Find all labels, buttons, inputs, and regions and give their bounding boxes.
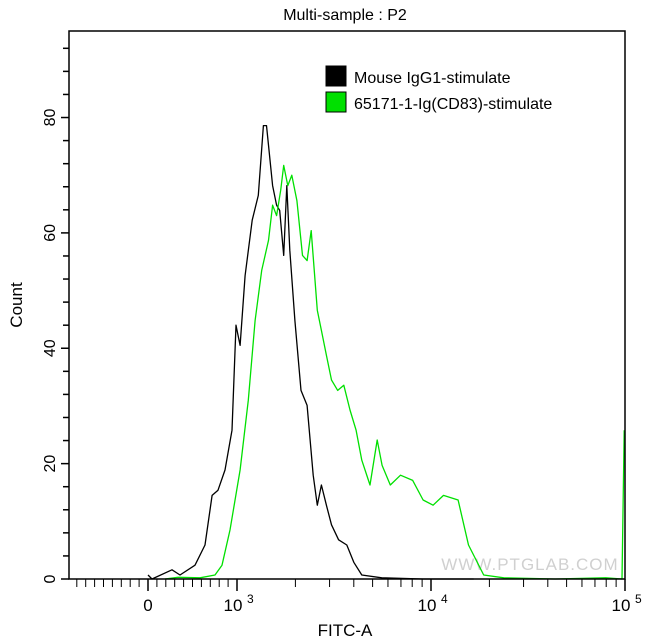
axes: 0 20 40 60 80 0 10 3 10 4 10 5 <box>42 47 642 615</box>
y-tick-label: 20 <box>42 455 59 473</box>
x-tick-label: 10 <box>418 596 437 615</box>
x-tick-label: 10 <box>612 596 631 615</box>
legend-label-igg1: Mouse IgG1-stimulate <box>354 70 511 87</box>
x-tick-exponent: 3 <box>247 592 254 606</box>
y-tick-label: 80 <box>42 109 59 127</box>
watermark: WWW.PTGLAB.COM <box>441 555 618 574</box>
x-axis-label: FITC-A <box>318 621 373 640</box>
x-tick-label: 0 <box>143 596 152 615</box>
y-tick-label: 0 <box>42 574 59 583</box>
legend-swatch-igg1 <box>325 65 347 87</box>
x-tick-label: 10 <box>224 596 243 615</box>
x-tick-exponent: 5 <box>635 592 642 606</box>
legend-swatch-cd83 <box>325 91 347 113</box>
x-tick-exponent: 4 <box>441 592 448 606</box>
plot-frame <box>68 30 626 580</box>
y-axis-label: Count <box>7 282 26 328</box>
series-lines <box>147 124 625 580</box>
legend-label-cd83: 65171-1-Ig(CD83)-stimulate <box>354 96 552 113</box>
series-line-cd83 <box>164 164 625 580</box>
chart-title: Multi-sample : P2 <box>283 7 407 24</box>
y-tick-label: 60 <box>42 224 59 242</box>
legend: Mouse IgG1-stimulate 65171-1-Ig(CD83)-st… <box>325 65 552 113</box>
series-line-mouse-igg1 <box>147 124 474 580</box>
y-tick-label: 40 <box>42 339 59 357</box>
